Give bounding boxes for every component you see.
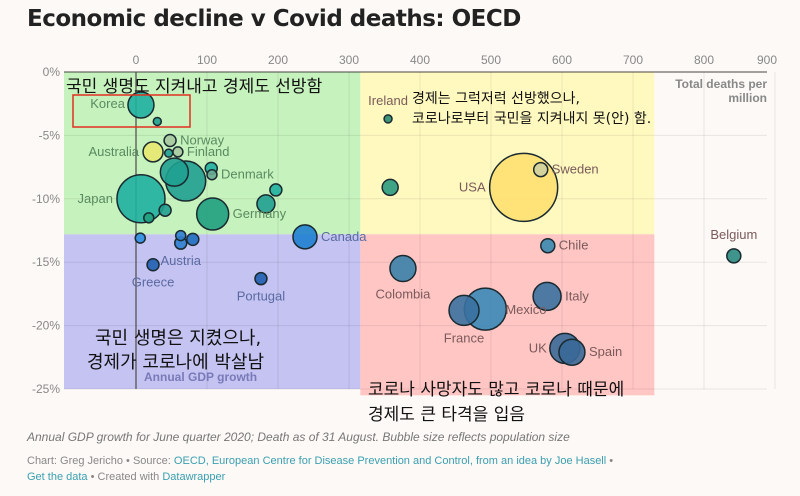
created-with: • Created with <box>87 471 163 483</box>
x-tick-label: 400 <box>410 53 430 67</box>
x-tick-label: 500 <box>481 53 501 67</box>
bubble-canada <box>292 224 318 250</box>
annotation-bottom-left-2: 경제가 코로나에 박살남 <box>87 352 265 373</box>
bubble-usa <box>488 152 559 223</box>
chart-by: Chart: Greg Jericho • Source: <box>27 455 174 467</box>
bubble-label: Canada <box>321 229 367 244</box>
x-axis-label-2: million <box>728 91 767 105</box>
annotation-top-left: 국민 생명도 지켜내고 경제도 선방함 <box>66 77 323 97</box>
bubble-country <box>158 203 172 217</box>
bubble-sweden <box>532 161 549 178</box>
bubble-label: Germany <box>233 206 287 221</box>
bubble-label: Sweden <box>552 162 599 177</box>
quadrant-bottom-left <box>64 234 361 389</box>
y-tick-label: 0% <box>43 65 61 79</box>
y-tick-label: -25% <box>32 382 60 396</box>
bubble-label: Norway <box>180 132 225 147</box>
bubble-label: Greece <box>132 275 175 290</box>
chart-title: Economic decline v Covid deaths: OECD <box>27 6 521 32</box>
bubble-greece <box>146 257 160 272</box>
x-tick-label: 800 <box>694 53 714 67</box>
bubble-australia <box>142 141 164 163</box>
bubble-label: Austria <box>160 253 201 268</box>
bubble-japan <box>116 174 166 224</box>
bubble-label: Belgium <box>710 227 757 242</box>
bubble-label: Ireland <box>368 93 408 108</box>
get-data-link[interactable]: Get the data <box>27 471 88 483</box>
bubble-label: Chile <box>559 238 589 253</box>
bubble-colombia <box>389 254 417 283</box>
x-tick-label: 100 <box>197 53 217 67</box>
bubble-country <box>256 194 276 214</box>
datawrapper-link[interactable]: Datawrapper <box>162 471 226 483</box>
bubble-label: France <box>444 330 484 345</box>
bubble-portugal <box>254 271 268 286</box>
annotation-bottom-left-1: 국민 생명은 지켰으나, <box>95 328 262 349</box>
bubble-country <box>163 148 174 158</box>
bubble-label: Finland <box>187 144 230 159</box>
bubble-label: Spain <box>589 344 622 359</box>
y-tick-label: -15% <box>32 255 60 269</box>
x-tick-label: 0 <box>133 53 140 67</box>
bubble-country <box>134 232 147 244</box>
bubble-germany <box>195 197 230 231</box>
annotation-bottom-right-2: 경제도 큰 타격을 입음 <box>368 405 525 425</box>
bubble-label: Korea <box>90 96 125 111</box>
bubble-france <box>448 294 480 327</box>
y-axis-label: Annual GDP growth <box>144 370 257 384</box>
bubble-ireland <box>383 114 393 124</box>
x-tick-label: 200 <box>268 53 288 67</box>
annotation-top-right-2: 코로나로부터 국민을 지켜내지 못(안) 함. <box>412 111 652 127</box>
bubble-denmark <box>206 168 218 181</box>
x-tick-label: 900 <box>757 53 777 67</box>
bubble-country <box>159 157 190 187</box>
bubble-country <box>381 178 399 197</box>
bubble-label: Italy <box>565 288 589 303</box>
bubble-country <box>186 232 200 247</box>
bubble-label: Colombia <box>375 287 431 302</box>
bubble-label: Portugal <box>237 289 286 304</box>
credit-line-2: Get the data • Created with Datawrapper <box>27 471 225 483</box>
credit-line-1: Chart: Greg Jericho • Source: OECD, Euro… <box>27 455 613 467</box>
bubble-label: Japan <box>78 191 113 206</box>
x-tick-label: 600 <box>552 53 572 67</box>
y-tick-label: -20% <box>32 319 60 333</box>
annotation-bottom-right-1: 코로나 사망자도 많고 코로나 때문에 <box>368 380 625 400</box>
bubble-norway <box>163 133 177 148</box>
y-tick-label: -10% <box>32 192 60 206</box>
annotation-top-right-1: 경제는 그럭저럭 선방했으나, <box>412 91 580 107</box>
bubble-korea <box>127 91 155 119</box>
bubble-country <box>174 229 187 242</box>
bubble-italy <box>532 281 562 312</box>
bubble-label: Australia <box>88 144 139 159</box>
bubble-label: USA <box>459 179 486 194</box>
x-axis-label: Total deaths per <box>675 77 767 91</box>
bubble-label: Mexico <box>505 302 546 317</box>
bubble-chile <box>540 237 556 254</box>
korea-highlight-box <box>72 94 191 128</box>
bubble-label: UK <box>529 340 547 355</box>
x-tick-label: 700 <box>623 53 643 67</box>
y-tick-label: -5% <box>39 128 61 142</box>
source-link[interactable]: OECD, European Centre for Disease Preven… <box>173 455 607 467</box>
bubble-country <box>269 183 283 197</box>
bubble-finland <box>172 146 184 158</box>
separator: • <box>606 455 614 467</box>
bubble-label: Denmark <box>221 167 274 182</box>
bubble-belgium <box>726 248 742 264</box>
bubble-country <box>152 116 163 127</box>
bubble-spain <box>558 338 586 366</box>
x-tick-label: 300 <box>339 53 359 67</box>
chart-notes: Annual GDP growth for June quarter 2020;… <box>27 430 570 444</box>
bubble-country <box>143 212 155 224</box>
